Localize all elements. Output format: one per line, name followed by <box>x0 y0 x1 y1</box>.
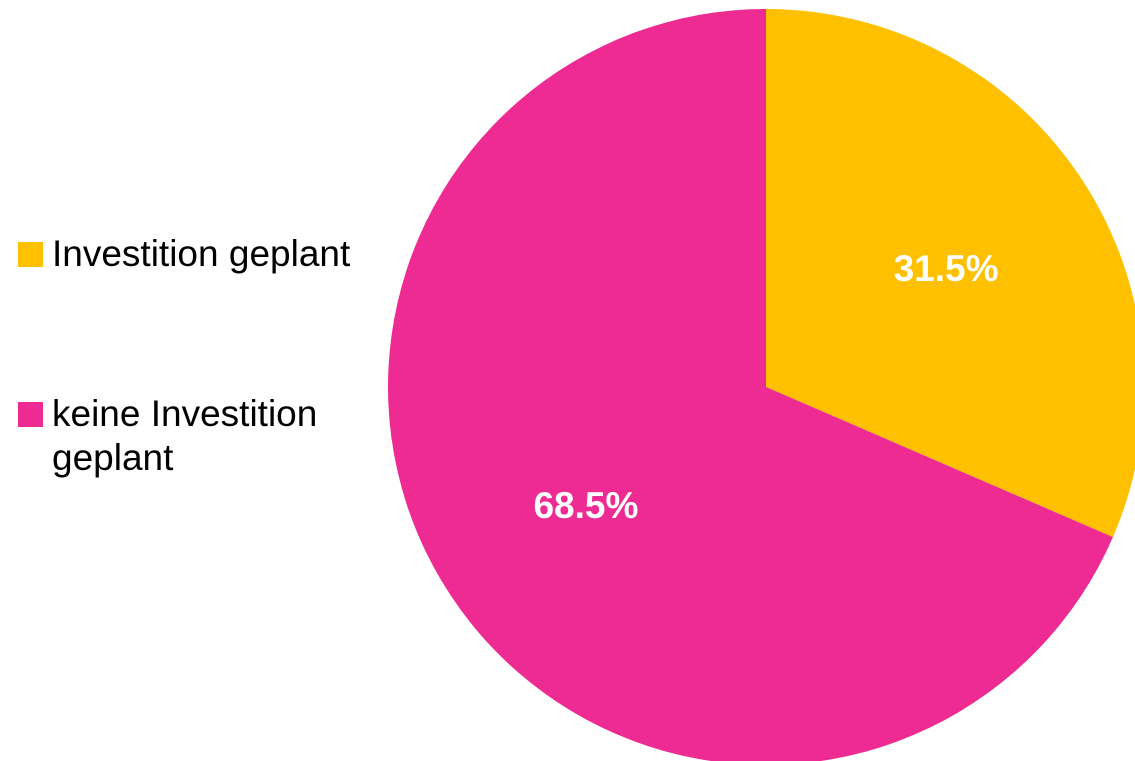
legend-item-investition-geplant: Investition geplant <box>18 232 388 275</box>
pie-slice-keine-investition-geplant <box>388 9 1113 761</box>
data-label-investition-geplant: 31.5% <box>894 248 999 289</box>
chart-legend: Investition geplant keine Investition ge… <box>18 232 388 479</box>
pie-slice-investition-geplant <box>766 9 1135 538</box>
legend-swatch-keine-investition-geplant <box>18 402 43 428</box>
legend-swatch-investition-geplant <box>18 242 43 267</box>
legend-label-investition-geplant: Investition geplant <box>52 233 351 274</box>
data-label-keine-investition-geplant: 68.5% <box>533 485 638 526</box>
legend-item-keine-investition-geplant: keine Investition geplant <box>18 392 388 479</box>
legend-label-keine-investition-geplant: keine Investition geplant <box>52 393 318 478</box>
